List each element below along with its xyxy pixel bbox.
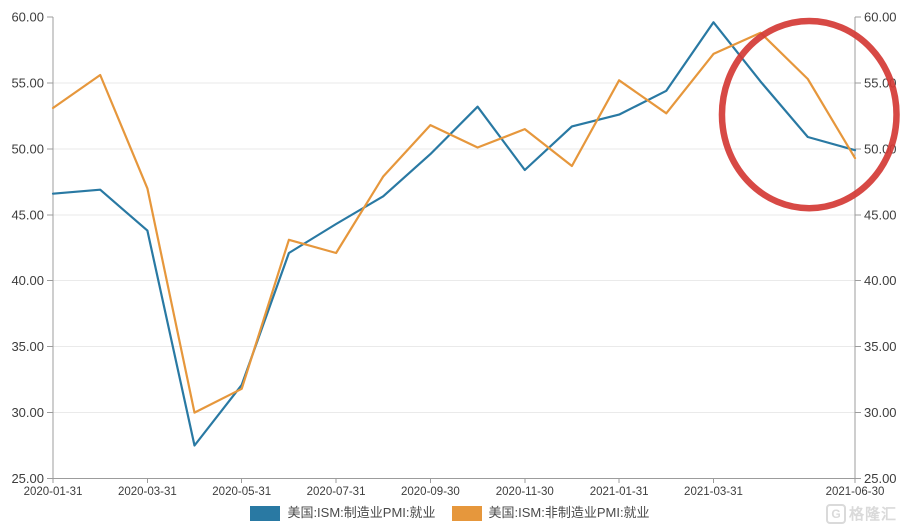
x-tick-label: 2020-09-30 (401, 486, 460, 498)
x-tick-label: 2021-06-30 (826, 486, 885, 498)
y-tick-label-right: 60.00 (864, 10, 897, 25)
y-tick-label-left: 40.00 (11, 273, 44, 288)
y-tick-label-right: 45.00 (864, 207, 897, 222)
x-tick-label: 2021-01-31 (590, 486, 649, 498)
gelonghui-brand-text: 格隆汇 (848, 506, 897, 523)
gelonghui-logo-icon: G (825, 503, 846, 524)
series-line-manufacturing-pmi-employment (51, 21, 857, 447)
series-line-non-manufacturing-pmi-employment (51, 31, 857, 414)
y-tick-label-left: 60.00 (11, 10, 44, 25)
y-tick-label-left: 50.00 (11, 141, 44, 156)
y-tick-label-left: 30.00 (11, 405, 44, 420)
y-tick-label-left: 35.00 (11, 339, 44, 354)
legend-swatch-manufacturing (250, 505, 281, 521)
legend-label-non-manufacturing: 美国:ISM:非制造业PMI:就业 (488, 505, 650, 520)
x-tick-label: 2020-03-31 (118, 486, 177, 498)
y-tick-label-left: 45.00 (11, 207, 44, 222)
gelonghui-watermark: G 格隆汇 (825, 503, 897, 524)
y-tick-label-right: 40.00 (864, 273, 897, 288)
x-tick-label: 2020-05-31 (212, 486, 271, 498)
legend-item-non-manufacturing: 美国:ISM:非制造业PMI:就业 (451, 504, 650, 522)
highlight-ellipse-annotation (718, 17, 900, 212)
x-tick-label: 2020-01-31 (24, 486, 83, 498)
x-tick-label: 2021-03-31 (684, 486, 743, 498)
y-tick-label-left: 55.00 (11, 75, 44, 90)
legend-item-manufacturing: 美国:ISM:制造业PMI:就业 (250, 504, 436, 522)
y-tick-label-right: 25.00 (864, 471, 897, 486)
legend-swatch-non-manufacturing (451, 505, 482, 521)
y-tick-label-right: 35.00 (864, 339, 897, 354)
x-tick-label: 2020-11-30 (496, 486, 554, 498)
y-tick-label-left: 25.00 (11, 471, 44, 486)
legend-label-manufacturing: 美国:ISM:制造业PMI:就业 (287, 505, 436, 520)
x-tick-label: 2020-07-31 (307, 486, 366, 498)
y-tick-label-right: 30.00 (864, 405, 897, 420)
chart-legend: 美国:ISM:制造业PMI:就业 美国:ISM:非制造业PMI:就业 (0, 503, 900, 523)
